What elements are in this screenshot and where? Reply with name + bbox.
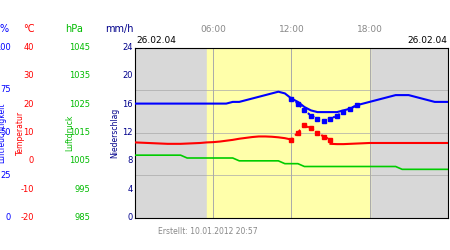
Text: 12:00: 12:00 — [279, 25, 304, 34]
Text: 4: 4 — [127, 185, 133, 194]
Text: 50: 50 — [1, 128, 11, 137]
Text: 10: 10 — [23, 128, 34, 137]
Bar — [207, 48, 369, 217]
Text: 8: 8 — [127, 156, 133, 165]
Text: 0: 0 — [28, 156, 34, 165]
Text: hPa: hPa — [65, 24, 83, 34]
Text: 40: 40 — [23, 43, 34, 52]
Text: 1035: 1035 — [69, 71, 90, 80]
Text: 0: 0 — [127, 213, 133, 222]
Text: 24: 24 — [122, 43, 133, 52]
Text: 75: 75 — [0, 86, 11, 94]
Text: 1005: 1005 — [69, 156, 90, 165]
Text: Niederschlag: Niederschlag — [110, 108, 119, 158]
Text: 12: 12 — [122, 128, 133, 137]
Text: 0: 0 — [6, 213, 11, 222]
Text: Erstellt: 10.01.2012 20:57: Erstellt: 10.01.2012 20:57 — [158, 228, 257, 236]
Text: Luftdruck: Luftdruck — [65, 114, 74, 151]
Text: 1015: 1015 — [69, 128, 90, 137]
Text: 18:00: 18:00 — [356, 25, 382, 34]
Text: 30: 30 — [23, 71, 34, 80]
Text: %: % — [0, 24, 9, 34]
Text: 16: 16 — [122, 100, 133, 109]
Text: mm/h: mm/h — [105, 24, 134, 34]
Text: 985: 985 — [74, 213, 90, 222]
Text: 26.02.04: 26.02.04 — [407, 36, 447, 45]
Text: °C: °C — [23, 24, 35, 34]
Text: -20: -20 — [20, 213, 34, 222]
Text: 995: 995 — [74, 185, 90, 194]
Text: 100: 100 — [0, 43, 11, 52]
Text: 26.02.04: 26.02.04 — [136, 36, 176, 45]
Text: 06:00: 06:00 — [200, 25, 226, 34]
Text: 20: 20 — [23, 100, 34, 109]
Text: Temperatur: Temperatur — [16, 110, 25, 154]
Text: 1025: 1025 — [69, 100, 90, 109]
Text: Luftfeuchtigkeit: Luftfeuchtigkeit — [0, 102, 7, 163]
Text: -10: -10 — [20, 185, 34, 194]
Text: 1045: 1045 — [69, 43, 90, 52]
Text: 25: 25 — [1, 170, 11, 179]
Text: 20: 20 — [122, 71, 133, 80]
